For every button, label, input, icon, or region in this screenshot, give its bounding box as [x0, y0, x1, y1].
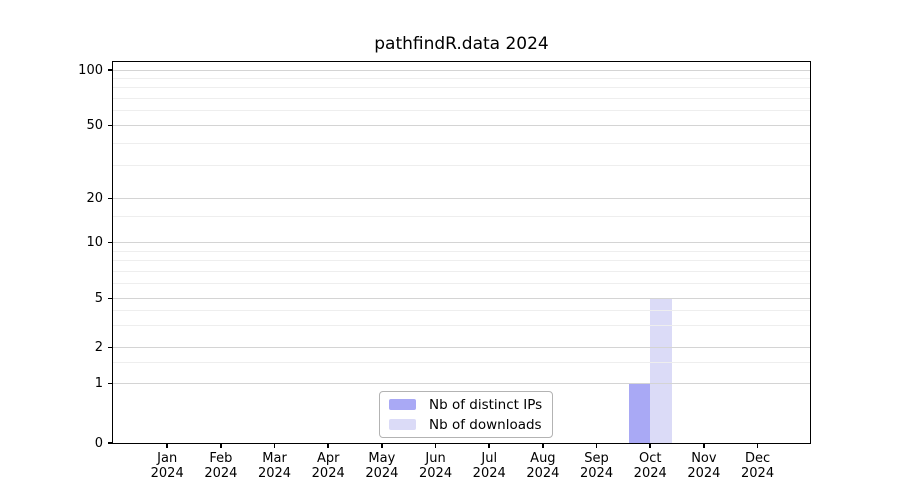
- x-tick-label-month: Jun: [425, 451, 446, 466]
- y-tick-label: 10: [86, 235, 103, 251]
- x-tick-label-year: 2024: [526, 466, 560, 481]
- y-gridline-minor: [113, 216, 810, 218]
- x-tick: [220, 443, 222, 448]
- y-gridline-major: [113, 382, 810, 384]
- x-tick-label-month: Jan: [157, 451, 178, 466]
- x-tick-label-month: Nov: [691, 451, 717, 466]
- x-tick-label: Dec 2024: [728, 451, 788, 481]
- x-tick-label-year: 2024: [257, 466, 292, 481]
- legend-item-distinct-ips: Nb of distinct IPs: [389, 397, 552, 413]
- x-tick-label-year: 2024: [633, 466, 667, 481]
- y-tick: [107, 69, 113, 71]
- y-tick: [107, 442, 113, 444]
- y-gridline-minor: [113, 250, 810, 252]
- x-tick-label-year: 2024: [419, 466, 453, 481]
- y-gridline-minor: [113, 325, 810, 327]
- chart-title: pathfindR.data 2024: [374, 34, 549, 54]
- legend-swatch-downloads: [389, 419, 416, 430]
- x-tick-label-year: 2024: [311, 466, 345, 481]
- bar-nb-of-downloads-oct: [650, 298, 672, 443]
- y-tick-label: 100: [78, 62, 103, 78]
- x-tick: [703, 443, 705, 448]
- x-tick-label-year: 2024: [687, 466, 721, 481]
- y-gridline-major: [113, 197, 810, 199]
- y-tick: [107, 197, 113, 200]
- x-tick: [273, 443, 276, 448]
- y-tick-label: 2: [94, 339, 103, 355]
- x-tick-label: Mar 2024: [245, 451, 305, 481]
- x-tick-label-month: Apr: [316, 451, 340, 466]
- x-tick: [327, 443, 329, 448]
- x-tick: [488, 443, 490, 448]
- x-tick: [381, 443, 383, 448]
- x-tick-label: Oct 2024: [620, 451, 680, 481]
- x-tick-label: Aug 2024: [513, 451, 573, 481]
- y-gridline-major: [113, 69, 810, 71]
- y-gridline-minor: [113, 87, 810, 89]
- y-gridline-minor: [113, 270, 810, 272]
- x-tick-label-year: 2024: [472, 466, 506, 481]
- y-gridline-minor: [113, 361, 810, 363]
- y-tick-label: 1: [94, 375, 103, 391]
- x-tick-label-month: Oct: [638, 451, 662, 466]
- y-gridline-major: [113, 124, 810, 126]
- x-tick-label-month: Feb: [209, 451, 233, 466]
- y-tick: [107, 241, 113, 244]
- legend-item-downloads: Nb of downloads: [389, 417, 552, 433]
- y-gridline-minor: [113, 110, 810, 112]
- x-tick-label-month: Sep: [584, 451, 609, 466]
- x-tick-label: Jun 2024: [406, 451, 466, 481]
- x-tick: [434, 443, 437, 448]
- y-gridline-minor: [113, 283, 810, 285]
- y-gridline-minor: [113, 309, 810, 311]
- x-tick-label: Nov 2024: [674, 451, 734, 481]
- y-tick: [107, 382, 113, 385]
- y-tick-label: 50: [86, 117, 103, 133]
- x-tick: [756, 443, 759, 448]
- x-tick-label-month: Aug: [530, 451, 556, 466]
- y-gridline-minor: [113, 142, 810, 144]
- x-tick-label: Sep 2024: [567, 451, 627, 481]
- x-tick: [166, 443, 168, 448]
- legend-label-distinct-ips: Nb of distinct IPs: [429, 396, 543, 413]
- plot-area: [113, 62, 810, 443]
- x-tick: [649, 443, 651, 448]
- y-tick: [107, 124, 113, 127]
- x-tick-label-year: 2024: [150, 466, 184, 481]
- x-tick-label: May 2024: [352, 451, 412, 481]
- x-tick-label-month: May: [368, 451, 396, 466]
- x-tick-label: Jan 2024: [137, 451, 197, 481]
- y-gridline-minor: [113, 77, 810, 79]
- legend-label-downloads: Nb of downloads: [429, 416, 542, 433]
- x-tick: [595, 443, 598, 448]
- x-tick-label: Jul 2024: [459, 451, 519, 481]
- x-tick-label: Feb 2024: [191, 451, 251, 481]
- x-tick-label-year: 2024: [580, 466, 614, 481]
- y-tick: [107, 346, 113, 349]
- y-gridline-minor: [113, 97, 810, 99]
- x-tick-label-year: 2024: [365, 466, 399, 481]
- y-tick-label: 0: [94, 435, 103, 451]
- x-tick-label-month: Dec: [744, 451, 771, 466]
- y-tick: [107, 297, 113, 300]
- x-tick-label-month: Jul: [481, 451, 498, 466]
- y-gridline-major: [113, 346, 810, 348]
- legend-swatch-distinct-ips: [389, 399, 416, 410]
- y-gridline-major: [113, 242, 810, 244]
- x-tick-label-year: 2024: [741, 466, 775, 481]
- x-tick-label: Apr 2024: [298, 451, 358, 481]
- y-tick-label: 5: [94, 290, 103, 306]
- x-tick-label-month: Mar: [262, 451, 287, 466]
- x-tick-label-year: 2024: [204, 466, 238, 481]
- y-tick-label: 20: [86, 190, 103, 206]
- x-tick: [542, 443, 544, 448]
- y-gridline-minor: [113, 260, 810, 262]
- bar-nb-of-distinct-ips-oct: [628, 383, 651, 443]
- y-gridline-major: [113, 297, 810, 299]
- legend: Nb of distinct IPs Nb of downloads: [379, 391, 553, 438]
- y-gridline-minor: [113, 165, 810, 167]
